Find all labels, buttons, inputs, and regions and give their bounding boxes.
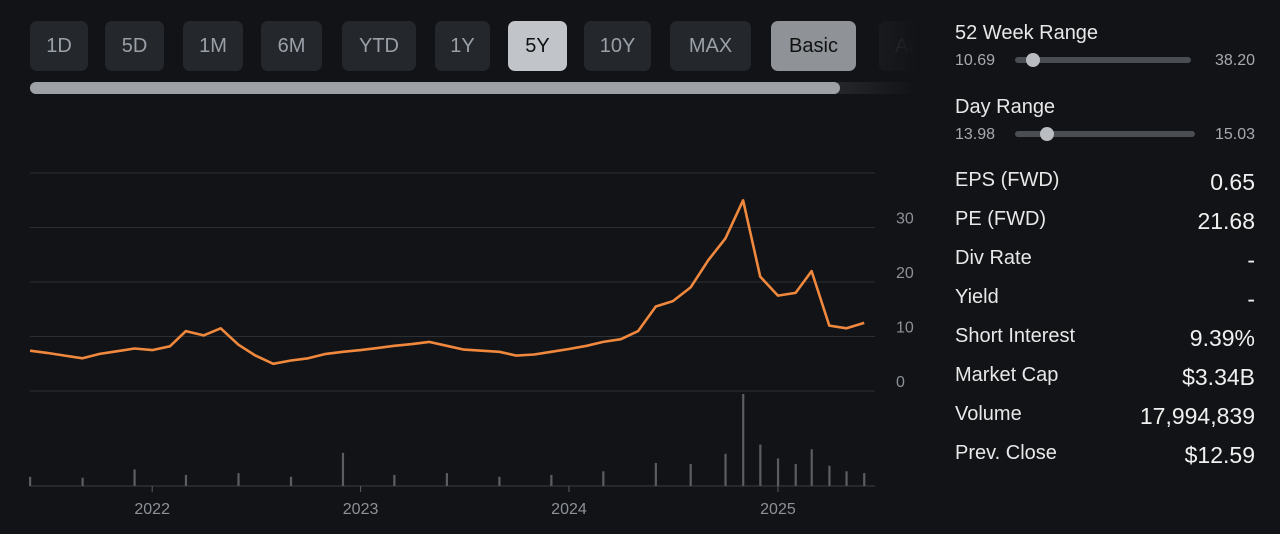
week52-range-track <box>1015 57 1191 63</box>
stat-label: EPS (FWD) <box>955 169 1060 191</box>
range-button-5y[interactable]: 5Y <box>508 21 567 71</box>
volume-bar <box>654 463 657 486</box>
volume-bar <box>742 394 745 486</box>
day-range-title: Day Range <box>955 96 1056 118</box>
range-button-label: 5D <box>121 34 148 57</box>
stat-label: Prev. Close <box>955 442 1057 464</box>
volume-bar <box>759 444 762 486</box>
week52-range-high: 38.20 <box>1214 52 1255 69</box>
day-range-marker <box>1040 127 1055 141</box>
range-button-5d[interactable]: 5D <box>105 21 164 71</box>
week52-range: 52 Week Range 10.69 38.20 <box>955 20 1255 72</box>
volume-bar <box>550 474 553 486</box>
stat-label: Volume <box>955 403 1022 425</box>
volume-bar <box>776 458 780 486</box>
volume-bar <box>689 463 692 486</box>
x-tick-label: 2025 <box>760 501 796 518</box>
week52-range-marker <box>1025 53 1040 67</box>
range-button-label: 5Y <box>525 34 550 57</box>
volume-bar <box>289 476 293 486</box>
range-button-1y[interactable]: 1Y <box>435 21 490 71</box>
volume-bar <box>863 473 866 486</box>
x-tick-label: 2023 <box>343 501 379 518</box>
week52-range-low: 10.69 <box>955 52 996 69</box>
day-range-low: 13.98 <box>955 126 996 143</box>
volume-bar <box>845 471 848 486</box>
time-range-bar: 1D 5D 1M 6M YTD 1Y 5Y 10Y MAX Basic Ad <box>30 21 916 71</box>
range-button-label: MAX <box>688 34 733 57</box>
range-button-ytd[interactable]: YTD <box>342 21 416 71</box>
price-chart: 0 10 20 30 2022 2023 2024 2025 <box>29 172 914 518</box>
day-range-track <box>1015 131 1195 137</box>
volume-bar <box>794 463 797 486</box>
volume-bar <box>133 469 136 486</box>
stat-row-yield: Yield - <box>955 286 1255 316</box>
range-button-6m[interactable]: 6M <box>261 21 322 71</box>
range-button-label: 1Y <box>450 34 475 57</box>
stat-value: $12.59 <box>1184 442 1255 468</box>
stat-value: 17,994,839 <box>1139 403 1255 429</box>
volume-bar <box>828 465 831 486</box>
y-axis-ticks: 0 10 20 30 <box>896 211 914 392</box>
range-button-max[interactable]: MAX <box>670 21 751 71</box>
volume-bar <box>237 473 240 486</box>
range-button-label: 10Y <box>599 34 636 57</box>
stat-value: - <box>1247 286 1255 312</box>
stat-row-div-rate: Div Rate - <box>955 247 1255 277</box>
volume-bar <box>184 474 188 486</box>
stat-label: Div Rate <box>955 247 1032 269</box>
stat-value: - <box>1247 247 1255 273</box>
stat-label: Yield <box>955 286 999 308</box>
stat-label: PE (FWD) <box>955 208 1047 230</box>
stat-value: $3.34B <box>1182 364 1255 390</box>
view-button-label: Basic <box>789 34 838 57</box>
stat-value: 0.65 <box>1210 169 1255 195</box>
range-button-1d[interactable]: 1D <box>30 21 88 71</box>
range-button-label: 1M <box>199 34 227 57</box>
volume-bar <box>724 453 727 486</box>
scrollbar-thumb[interactable] <box>30 82 840 94</box>
stat-row-prev-close: Prev. Close $12.59 <box>955 442 1255 472</box>
stat-value: 9.39% <box>1189 325 1255 351</box>
y-tick-label: 10 <box>896 320 914 337</box>
volume-bar <box>498 476 501 486</box>
y-tick-label: 0 <box>896 374 905 391</box>
horizontal-scrollbar[interactable] <box>30 82 916 94</box>
stat-row-volume: Volume 17,994,839 <box>955 403 1255 433</box>
volume-bars <box>29 394 866 486</box>
x-tick-label: 2024 <box>551 501 587 518</box>
volume-bar <box>81 477 84 486</box>
range-button-label: 1D <box>46 34 72 57</box>
price-line <box>29 199 865 366</box>
volume-bar <box>810 449 813 486</box>
volume-bar <box>341 452 345 486</box>
range-button-10y[interactable]: 10Y <box>584 21 651 71</box>
y-tick-label: 20 <box>896 265 914 282</box>
gridlines <box>30 172 875 487</box>
view-button-basic[interactable]: Basic <box>771 21 856 71</box>
range-button-label: YTD <box>359 34 399 57</box>
stat-label: Market Cap <box>955 364 1059 386</box>
volume-bar <box>445 473 448 486</box>
scroll-fade <box>856 21 916 71</box>
range-button-1m[interactable]: 1M <box>183 21 243 71</box>
stat-row-pe: PE (FWD) 21.68 <box>955 208 1255 238</box>
y-tick-label: 30 <box>896 211 914 228</box>
volume-bar <box>29 476 32 486</box>
stat-row-short-interest: Short Interest 9.39% <box>955 325 1255 355</box>
volume-bar <box>393 474 396 486</box>
week52-range-title: 52 Week Range <box>955 22 1099 44</box>
range-button-label: 6M <box>277 34 306 57</box>
x-axis-ticks: 2022 2023 2024 2025 <box>134 486 796 518</box>
stat-row-market-cap: Market Cap $3.34B <box>955 364 1255 394</box>
x-tick-label: 2022 <box>134 501 170 518</box>
day-range-high: 15.03 <box>1214 126 1255 143</box>
day-range: Day Range 13.98 15.03 <box>955 94 1255 146</box>
stat-label: Short Interest <box>955 325 1076 347</box>
volume-bar <box>602 471 605 486</box>
stat-row-eps: EPS (FWD) 0.65 <box>955 169 1255 199</box>
stat-value: 21.68 <box>1197 208 1255 234</box>
